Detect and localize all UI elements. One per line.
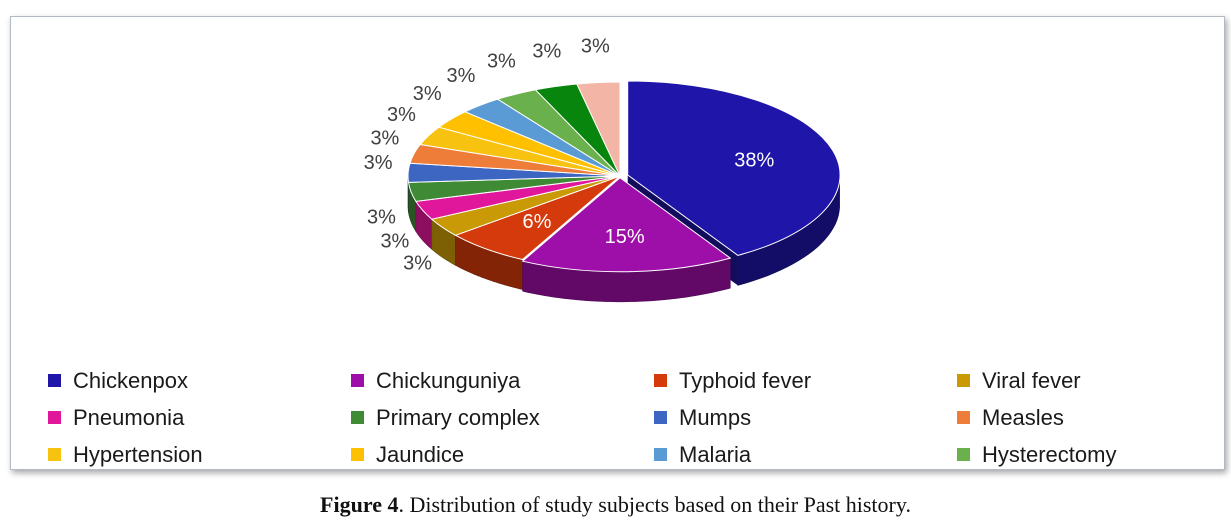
legend-item: Primary complex xyxy=(351,399,654,436)
legend-swatch xyxy=(351,374,364,387)
data-label: 3% xyxy=(581,36,610,58)
data-label: 3% xyxy=(532,41,561,63)
data-label: 38% xyxy=(734,149,774,171)
legend-label: Hysterectomy xyxy=(982,441,1117,467)
pie-slice xyxy=(521,177,732,273)
pie-tops xyxy=(407,80,841,273)
figure-caption: Figure 4. Distribution of study subjects… xyxy=(0,492,1231,518)
data-label: 3% xyxy=(387,104,416,126)
data-label: 3% xyxy=(447,65,476,87)
legend-label: Measles xyxy=(982,404,1064,430)
legend-item: Malaria xyxy=(654,436,957,473)
legend-item: Measles xyxy=(957,399,1218,436)
pie-chart: 38%15%6%3%3%3%3%3%3%3%3%3% 3% 3% xyxy=(364,36,841,303)
data-label: 3% xyxy=(370,127,399,149)
legend-item: Chickunguniya xyxy=(351,362,654,399)
legend-item: Pneumonia xyxy=(48,399,351,436)
data-label: 3% xyxy=(380,230,409,252)
legend-item: Hypertension xyxy=(48,436,351,473)
legend-item: Jaundice xyxy=(351,436,654,473)
legend-swatch xyxy=(654,411,667,424)
legend-item: Hysterectomy xyxy=(957,436,1218,473)
legend-label: Mumps xyxy=(679,404,752,430)
data-label: 15% xyxy=(605,226,645,248)
legend-swatch xyxy=(957,411,970,424)
pie-slice xyxy=(627,80,841,256)
legend-label: Viral fever xyxy=(982,367,1081,393)
legend-label: Pneumonia xyxy=(73,404,185,430)
data-labels: 38%15%6%3%3%3%3%3%3%3%3%3% 3% 3% xyxy=(364,36,775,275)
data-label: 3% xyxy=(413,83,442,105)
legend-label: Malaria xyxy=(679,441,752,467)
data-label: 3% xyxy=(403,252,432,274)
legend-label: Hypertension xyxy=(73,441,203,467)
data-label: 6% xyxy=(523,211,552,233)
legend-label: Chickunguniya xyxy=(376,367,521,393)
legend-swatch xyxy=(654,374,667,387)
data-label: 3% xyxy=(487,51,516,73)
pie-slice xyxy=(576,81,621,177)
legend-swatch xyxy=(957,448,970,461)
legend-item: Typhoid fever xyxy=(654,362,957,399)
chart-frame: 38% 15% 6% 3% 3% 3% 3% 3% 3% 3% 3% 3% 3% 3% Chickenpo… xyxy=(10,16,1225,470)
legend-swatch xyxy=(48,374,61,387)
legend-swatch xyxy=(48,411,61,424)
legend-item: Viral fever xyxy=(957,362,1218,399)
legend-swatch xyxy=(351,411,364,424)
data-label: 3% xyxy=(364,152,393,174)
legend-label: Typhoid fever xyxy=(679,367,812,393)
legend-item: Mumps xyxy=(654,399,957,436)
legend: Chickenpox Chickunguniya Typhoid fever Vira… xyxy=(48,362,1218,473)
legend-label: Chickenpox xyxy=(73,367,188,393)
caption-label: Figure 4 xyxy=(320,492,399,517)
legend-label: Jaundice xyxy=(376,441,465,467)
legend-swatch xyxy=(48,448,61,461)
legend-item: Chickenpox xyxy=(48,362,351,399)
legend-swatch xyxy=(351,448,364,461)
caption-text: . Distribution of study subjects based o… xyxy=(398,492,911,517)
legend-swatch xyxy=(654,448,667,461)
legend-swatch xyxy=(957,374,970,387)
legend-label: Primary complex xyxy=(376,404,540,430)
data-label: 3% xyxy=(367,207,396,229)
